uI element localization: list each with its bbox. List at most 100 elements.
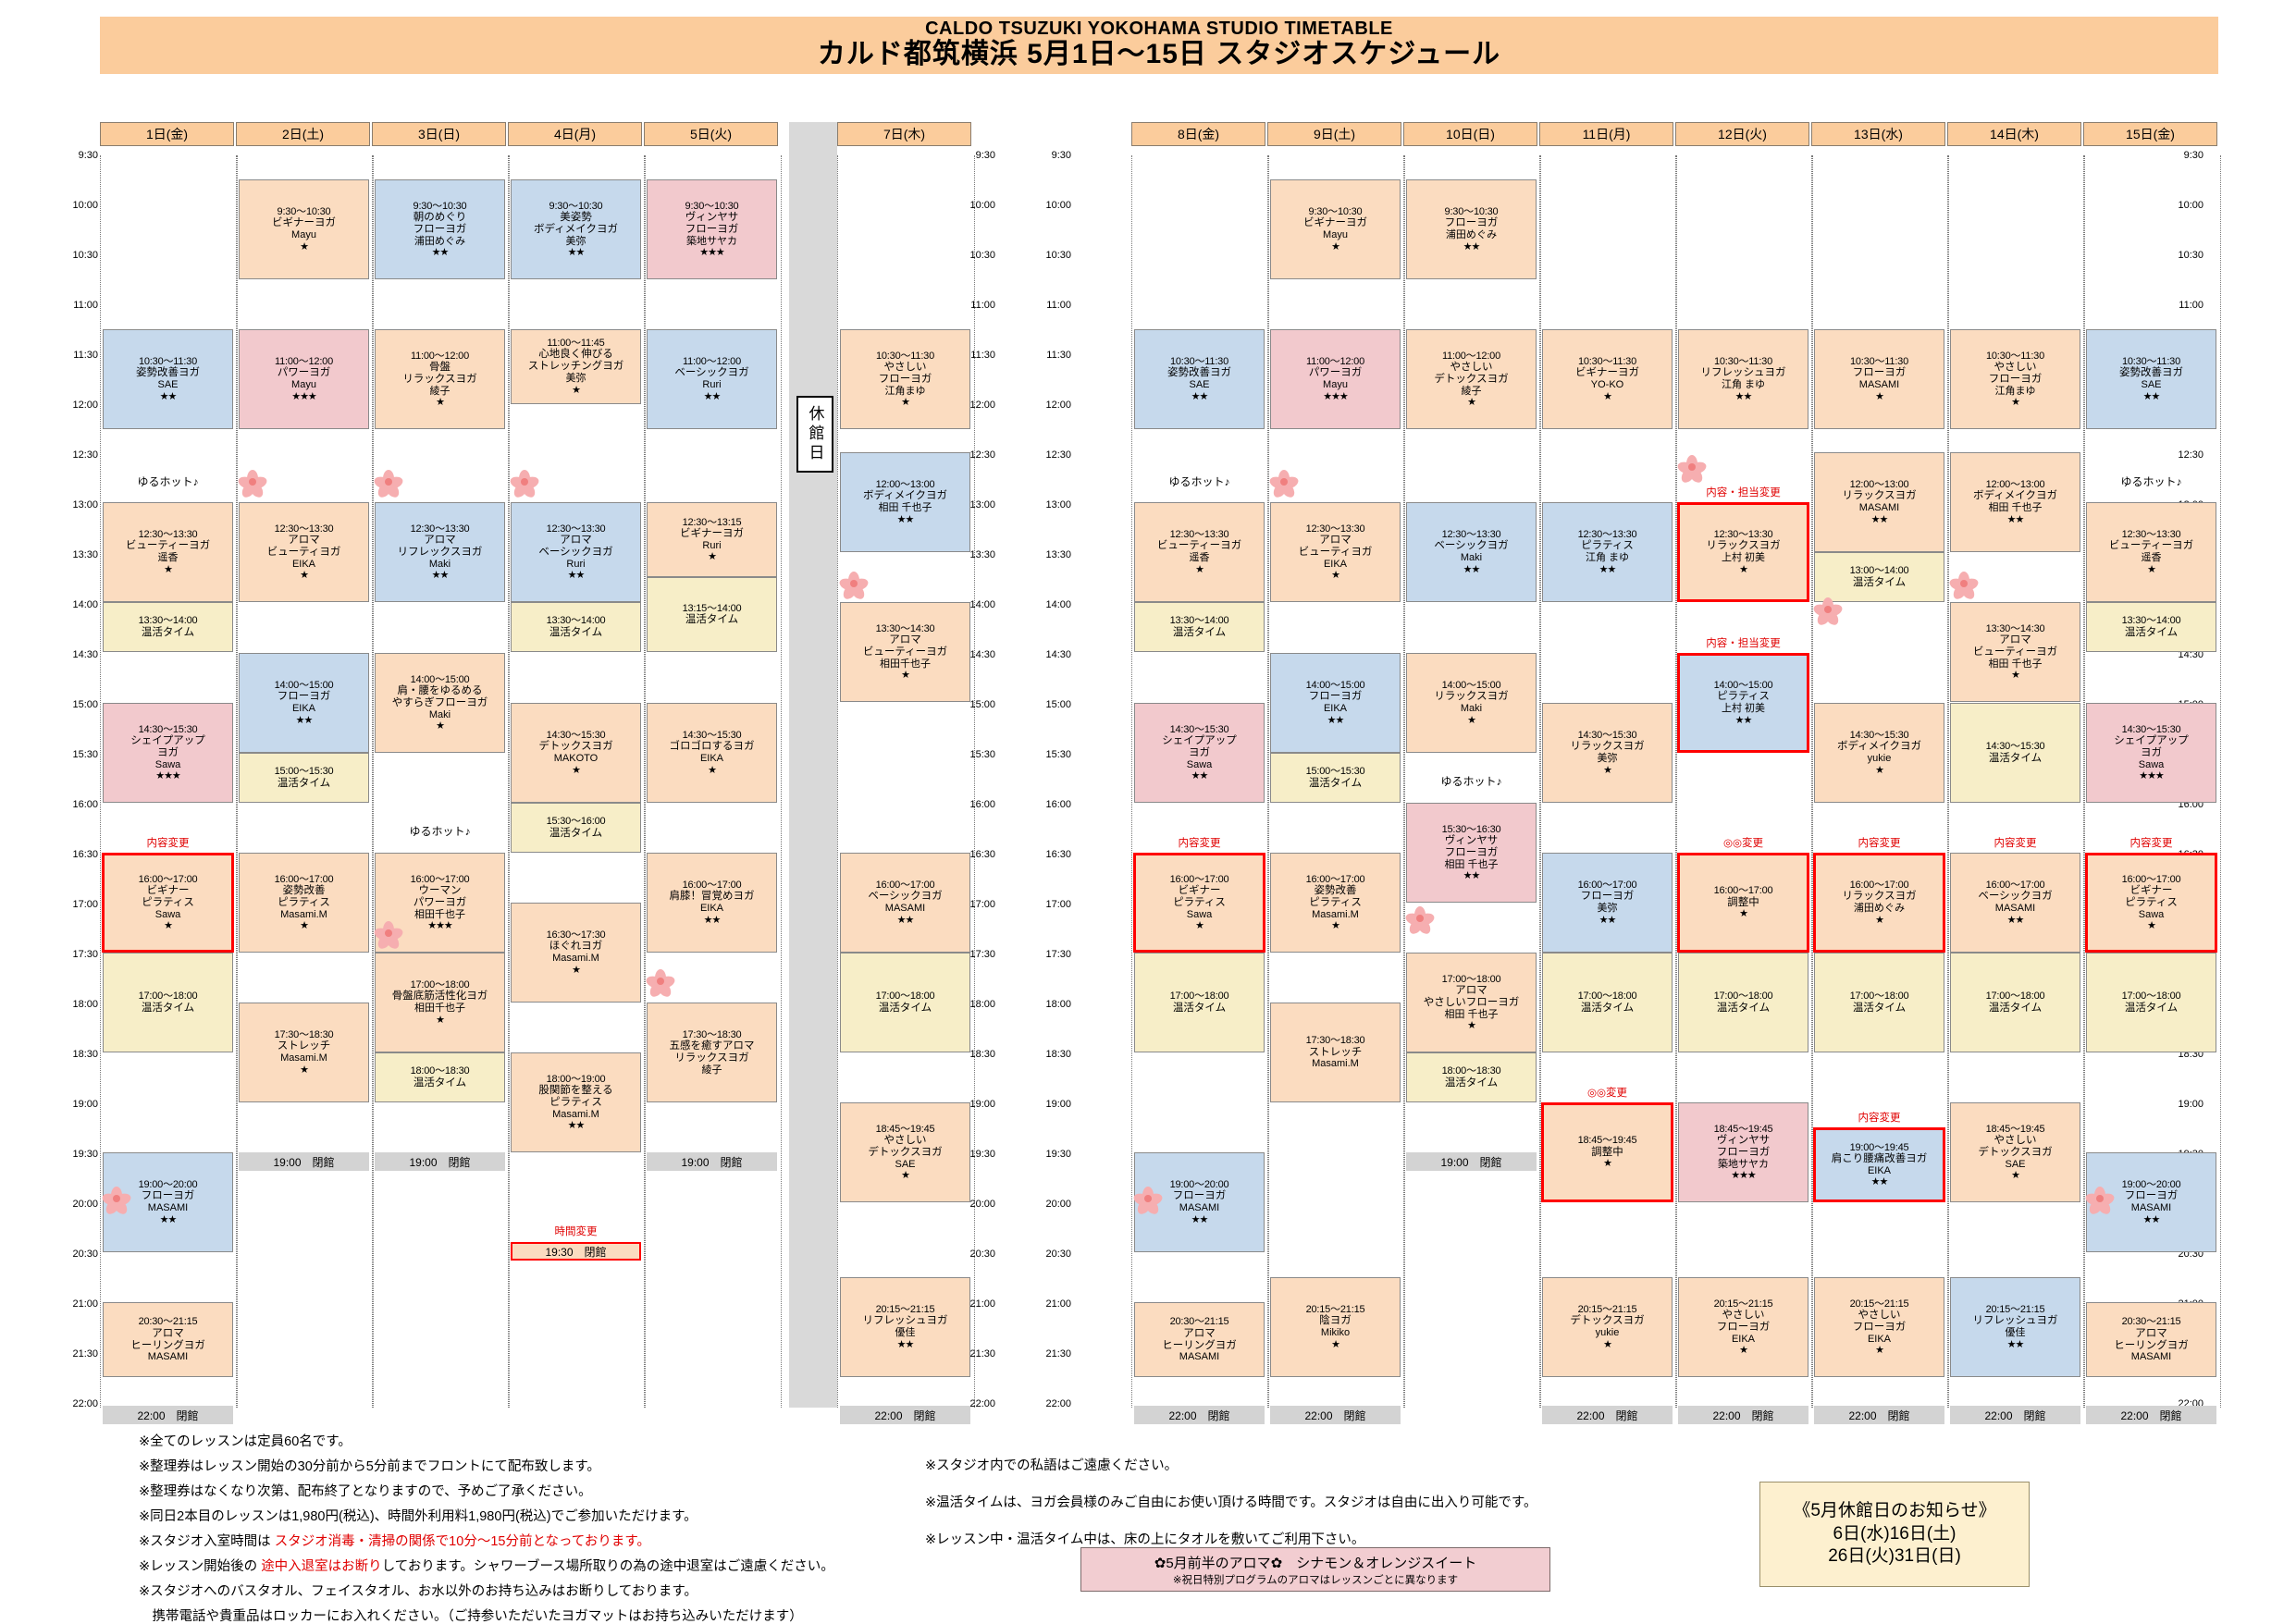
lesson-block[interactable]: 11:00〜11:45 心地良く伸びる ストレッチングヨガ 美弥 ★ bbox=[511, 329, 641, 404]
lesson-block[interactable]: 14:00〜15:00 ピラティス 上村 初美 ★★ bbox=[1677, 653, 1809, 753]
lesson-block[interactable]: 10:30〜11:30 リフレッシュヨガ 江角 まゆ ★★ bbox=[1678, 329, 1808, 429]
lesson-block[interactable]: 11:00〜12:00 パワーヨガ Mayu ★★★ bbox=[239, 329, 369, 429]
day-header[interactable]: 13日(水) bbox=[1811, 122, 1945, 146]
lesson-block[interactable]: 14:30〜15:30 ボディメイクヨガ yukie ★ bbox=[1814, 703, 1944, 803]
lesson-block[interactable]: 20:30〜21:15 アロマ ヒーリングヨガ MASAMI bbox=[103, 1302, 233, 1377]
lesson-block[interactable]: 13:30〜14:30 アロマ ビューティーヨガ 相田千也子 ★ bbox=[840, 602, 970, 702]
lesson-block[interactable]: 12:30〜13:30 ベーシックヨガ Maki ★★ bbox=[1406, 502, 1537, 602]
lesson-block[interactable]: 16:00〜17:00 ビギナー ピラティス Sawa ★ bbox=[1133, 853, 1265, 953]
day-header[interactable]: 14日(木) bbox=[1947, 122, 2081, 146]
lesson-block[interactable]: 19:00〜19:45 肩こり腰痛改善ヨガ EIKA ★★ bbox=[1813, 1127, 1945, 1202]
lesson-block[interactable]: 12:30〜13:30 アロマ ビューティヨガ EIKA ★ bbox=[239, 502, 369, 602]
day-header[interactable]: 1日(金) bbox=[100, 122, 234, 146]
lesson-block[interactable]: 9:30〜10:30 ビギナーヨガ Mayu ★ bbox=[1270, 179, 1401, 279]
lesson-block[interactable]: 14:00〜15:00 フローヨガ EIKA ★★ bbox=[239, 653, 369, 753]
lesson-block[interactable]: 16:00〜17:00 ビギナー ピラティス Sawa ★ bbox=[2085, 853, 2217, 953]
lesson-block[interactable]: 16:00〜17:00 ウーマン パワーヨガ 相田千也子 ★★★ bbox=[375, 853, 505, 953]
lesson-block[interactable]: 12:00〜13:00 ボディメイクヨガ 相田 千也子 ★★ bbox=[1950, 452, 2080, 552]
lesson-block[interactable]: 11:00〜12:00 やさしい デトックスヨガ 綾子 ★ bbox=[1406, 329, 1537, 429]
lesson-block[interactable]: 17:30〜18:30 ストレッチ Masami.M bbox=[1270, 1003, 1401, 1102]
lesson-block[interactable]: 10:30〜11:30 ビギナーヨガ YO-KO ★ bbox=[1542, 329, 1673, 429]
lesson-block[interactable]: 10:30〜11:30 姿勢改善ヨガ SAE ★★ bbox=[1134, 329, 1265, 429]
lesson-block[interactable]: 18:00〜18:30 温活タイム bbox=[1406, 1052, 1537, 1102]
lesson-block[interactable]: 9:30〜10:30 フローヨガ 浦田めぐみ ★★ bbox=[1406, 179, 1537, 279]
lesson-block[interactable]: 17:00〜18:00 温活タイム bbox=[2086, 953, 2216, 1052]
lesson-block[interactable]: 16:00〜17:00 姿勢改善 ピラティス Masami.M ★ bbox=[1270, 853, 1401, 953]
lesson-block[interactable]: 12:30〜13:30 リラックスヨガ 上村 初美 ★ bbox=[1677, 502, 1809, 602]
lesson-block[interactable]: 18:45〜19:45 調整中 ★ bbox=[1541, 1102, 1673, 1202]
lesson-block[interactable]: 13:30〜14:00 温活タイム bbox=[511, 602, 641, 652]
lesson-block[interactable]: 18:45〜19:45 やさしい デトックスヨガ SAE ★ bbox=[840, 1102, 970, 1202]
lesson-block[interactable]: 20:15〜21:15 やさしい フローヨガ EIKA ★ bbox=[1678, 1277, 1808, 1377]
lesson-block[interactable]: 16:00〜17:00 リラックスヨガ 浦田めぐみ ★ bbox=[1813, 853, 1945, 953]
lesson-block[interactable]: 19:00〜20:00 フローヨガ MASAMI ★★ bbox=[1134, 1152, 1265, 1252]
lesson-block[interactable]: 14:30〜15:30 シェイプアップ ヨガ Sawa ★★★ bbox=[2086, 703, 2216, 803]
lesson-block[interactable]: 11:00〜12:00 パワーヨガ Mayu ★★★ bbox=[1270, 329, 1401, 429]
lesson-block[interactable]: 17:00〜18:00 温活タイム bbox=[1542, 953, 1673, 1052]
lesson-block[interactable]: 17:00〜18:00 アロマ やさしいフローヨガ 相田 千也子 ★ bbox=[1406, 953, 1537, 1052]
lesson-block[interactable]: 16:00〜17:00 フローヨガ 美弥 ★★ bbox=[1542, 853, 1673, 953]
lesson-block[interactable]: 13:30〜14:00 温活タイム bbox=[2086, 602, 2216, 652]
lesson-block[interactable]: 16:00〜17:00 ベーシックヨガ MASAMI ★★ bbox=[1950, 853, 2080, 953]
lesson-block[interactable]: 15:30〜16:30 ヴィンヤサ フローヨガ 相田 千也子 ★★ bbox=[1406, 803, 1537, 903]
lesson-block[interactable]: 14:30〜15:30 ゴロゴロするヨガ EIKA ★ bbox=[647, 703, 777, 803]
lesson-block[interactable]: 17:00〜18:00 骨盤底筋活性化ヨガ 相田千也子 ★ bbox=[375, 953, 505, 1052]
lesson-block[interactable]: 9:30〜10:30 朝のめぐり フローヨガ 浦田めぐみ ★★ bbox=[375, 179, 505, 279]
lesson-block[interactable]: 17:00〜18:00 温活タイム bbox=[1950, 953, 2080, 1052]
lesson-block[interactable]: 20:15〜21:15 やさしい フローヨガ EIKA ★ bbox=[1814, 1277, 1944, 1377]
lesson-block[interactable]: 16:30〜17:30 ほぐれヨガ Masami.M ★ bbox=[511, 903, 641, 1003]
lesson-block[interactable]: 17:00〜18:00 温活タイム bbox=[103, 953, 233, 1052]
day-header[interactable]: 2日(土) bbox=[236, 122, 370, 146]
lesson-block[interactable]: 12:30〜13:30 アロマ ビューティヨガ EIKA ★ bbox=[1270, 502, 1401, 602]
lesson-block[interactable]: 10:30〜11:30 やさしい フローヨガ 江角まゆ ★ bbox=[840, 329, 970, 429]
lesson-block[interactable]: 12:30〜13:30 ピラティス 江角 まゆ ★★ bbox=[1542, 502, 1673, 602]
day-header[interactable]: 15日(金) bbox=[2083, 122, 2217, 146]
lesson-block[interactable]: 15:30〜16:00 温活タイム bbox=[511, 803, 641, 853]
lesson-block[interactable]: 13:15〜14:00 温活タイム bbox=[647, 577, 777, 652]
lesson-block[interactable]: 17:00〜18:00 温活タイム bbox=[1814, 953, 1944, 1052]
lesson-block[interactable]: 15:00〜15:30 温活タイム bbox=[1270, 753, 1401, 803]
day-header[interactable]: 3日(日) bbox=[372, 122, 506, 146]
lesson-block[interactable]: 12:30〜13:30 アロマ ベーシックヨガ Ruri ★★ bbox=[511, 502, 641, 602]
lesson-block[interactable]: 18:45〜19:45 ヴィンヤサ フローヨガ 築地サヤカ ★★★ bbox=[1678, 1102, 1808, 1202]
lesson-block[interactable]: 10:30〜11:30 姿勢改善ヨガ SAE ★★ bbox=[103, 329, 233, 429]
day-header[interactable]: 4日(月) bbox=[508, 122, 642, 146]
lesson-block[interactable]: 11:00〜12:00 ベーシックヨガ Ruri ★★ bbox=[647, 329, 777, 429]
lesson-block[interactable]: 13:30〜14:00 温活タイム bbox=[1134, 602, 1265, 652]
lesson-block[interactable]: 16:00〜17:00 ビギナー ピラティス Sawa ★ bbox=[102, 853, 234, 953]
lesson-block[interactable]: 20:30〜21:15 アロマ ヒーリングヨガ MASAMI bbox=[1134, 1302, 1265, 1377]
day-header[interactable]: 9日(土) bbox=[1267, 122, 1401, 146]
lesson-block[interactable]: 17:00〜18:00 温活タイム bbox=[1678, 953, 1808, 1052]
lesson-block[interactable]: 12:30〜13:30 アロマ リフレックスヨガ Maki ★★ bbox=[375, 502, 505, 602]
lesson-block[interactable]: 14:00〜15:00 リラックスヨガ Maki ★ bbox=[1406, 653, 1537, 753]
day-header[interactable]: 5日(火) bbox=[644, 122, 778, 146]
lesson-block[interactable]: 12:30〜13:30 ビューティーヨガ 遥香 ★ bbox=[1134, 502, 1265, 602]
lesson-block[interactable]: 16:00〜17:00 肩膝！冒覚めヨガ EIKA ★★ bbox=[647, 853, 777, 953]
day-header[interactable]: 11日(月) bbox=[1539, 122, 1673, 146]
lesson-block[interactable]: 12:30〜13:30 ビューティーヨガ 遥香 ★ bbox=[103, 502, 233, 602]
lesson-block[interactable]: 20:15〜21:15 デトックスヨガ yukie ★ bbox=[1542, 1277, 1673, 1377]
lesson-block[interactable]: 18:45〜19:45 やさしい デトックスヨガ SAE ★ bbox=[1950, 1102, 2080, 1202]
lesson-block[interactable]: 12:00〜13:00 ボディメイクヨガ 相田 千也子 ★★ bbox=[840, 452, 970, 552]
lesson-block[interactable]: 16:00〜17:00 ベーシックヨガ MASAMI ★★ bbox=[840, 853, 970, 953]
lesson-block[interactable]: 16:00〜17:00 調整中 ★ bbox=[1677, 853, 1809, 953]
lesson-block[interactable]: 9:30〜10:30 ビギナーヨガ Mayu ★ bbox=[239, 179, 369, 279]
day-header[interactable]: 10日(日) bbox=[1403, 122, 1537, 146]
lesson-block[interactable]: 20:30〜21:15 アロマ ヒーリングヨガ MASAMI bbox=[2086, 1302, 2216, 1377]
lesson-block[interactable]: 10:30〜11:30 フローヨガ MASAMI ★ bbox=[1814, 329, 1944, 429]
lesson-block[interactable]: 17:30〜18:30 ストレッチ Masami.M ★ bbox=[239, 1003, 369, 1102]
lesson-block[interactable]: 12:30〜13:30 ビューティーヨガ 遥香 ★ bbox=[2086, 502, 2216, 602]
lesson-block[interactable]: 13:30〜14:00 温活タイム bbox=[103, 602, 233, 652]
lesson-block[interactable]: 9:30〜10:30 ヴィンヤサ フローヨガ 築地サヤカ ★★★ bbox=[647, 179, 777, 279]
lesson-block[interactable]: 20:15〜21:15 陰ヨガ Mikiko ★ bbox=[1270, 1277, 1401, 1377]
lesson-block[interactable]: 17:00〜18:00 温活タイム bbox=[1134, 953, 1265, 1052]
lesson-block[interactable]: 16:00〜17:00 姿勢改善 ピラティス Masami.M ★ bbox=[239, 853, 369, 953]
lesson-block[interactable]: 12:30〜13:15 ビギナーヨガ Ruri ★ bbox=[647, 502, 777, 577]
lesson-block[interactable]: 10:30〜11:30 姿勢改善ヨガ SAE ★★ bbox=[2086, 329, 2216, 429]
day-header[interactable]: 7日(木) bbox=[837, 122, 971, 146]
lesson-block[interactable]: 20:15〜21:15 リフレッシュヨガ 優佳 ★★ bbox=[840, 1277, 970, 1377]
lesson-block[interactable]: 14:00〜15:00 肩・腰をゆるめる やすらぎフローヨガ Maki ★ bbox=[375, 653, 505, 753]
lesson-block[interactable]: 13:00〜14:00 温活タイム bbox=[1814, 552, 1944, 602]
lesson-block[interactable]: 12:00〜13:00 リラックスヨガ MASAMI ★★ bbox=[1814, 452, 1944, 552]
lesson-block[interactable]: 15:00〜15:30 温活タイム bbox=[239, 753, 369, 803]
